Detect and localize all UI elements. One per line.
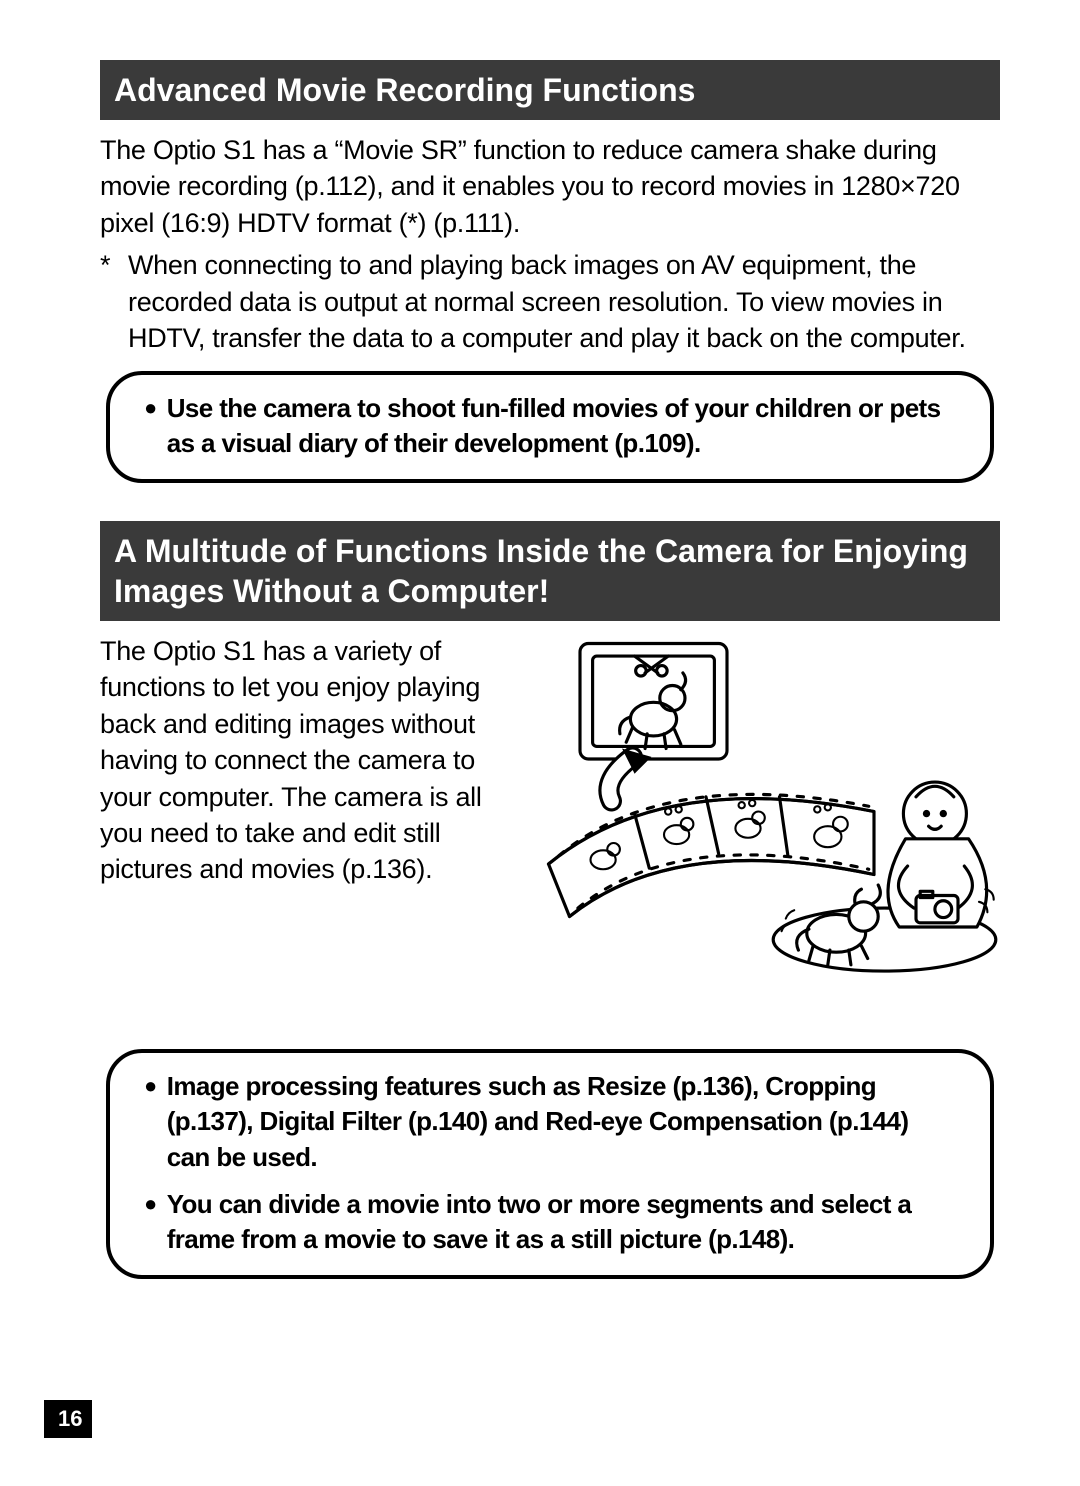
callout2-item2-text: You can divide a movie into two or more …: [167, 1187, 956, 1257]
callout1-item: ● Use the camera to shoot fun-filled mov…: [144, 391, 956, 461]
section1-footnote: * When connecting to and playing back im…: [100, 247, 1000, 356]
section-heading-2: A Multitude of Functions Inside the Came…: [100, 521, 1000, 621]
callout-box-2: ● Image processing features such as Resi…: [106, 1049, 994, 1278]
camera-playback-illustration-icon: [538, 633, 1000, 980]
section2-paragraph: The Optio S1 has a variety of functions …: [100, 633, 514, 980]
callout2-item1-text: Image processing features such as Resize…: [167, 1069, 956, 1174]
section2-illustration: [538, 633, 1000, 980]
page-number: 16: [44, 1400, 92, 1438]
footnote-text: When connecting to and playing back imag…: [128, 247, 1000, 356]
manual-page: Advanced Movie Recording Functions The O…: [0, 0, 1080, 1357]
bullet-icon: ●: [144, 1069, 157, 1102]
section-heading-1: Advanced Movie Recording Functions: [100, 60, 1000, 120]
section1-paragraph: The Optio S1 has a “Movie SR” function t…: [100, 132, 1000, 241]
footnote-mark: *: [100, 247, 128, 356]
callout2-item-1: ● Image processing features such as Resi…: [144, 1069, 956, 1174]
section2-columns: The Optio S1 has a variety of functions …: [100, 633, 1000, 980]
callout1-text: Use the camera to shoot fun-filled movie…: [167, 391, 956, 461]
callout-box-1: ● Use the camera to shoot fun-filled mov…: [106, 371, 994, 483]
bullet-icon: ●: [144, 1187, 157, 1220]
bullet-icon: ●: [144, 391, 157, 424]
callout2-item-2: ● You can divide a movie into two or mor…: [144, 1187, 956, 1257]
